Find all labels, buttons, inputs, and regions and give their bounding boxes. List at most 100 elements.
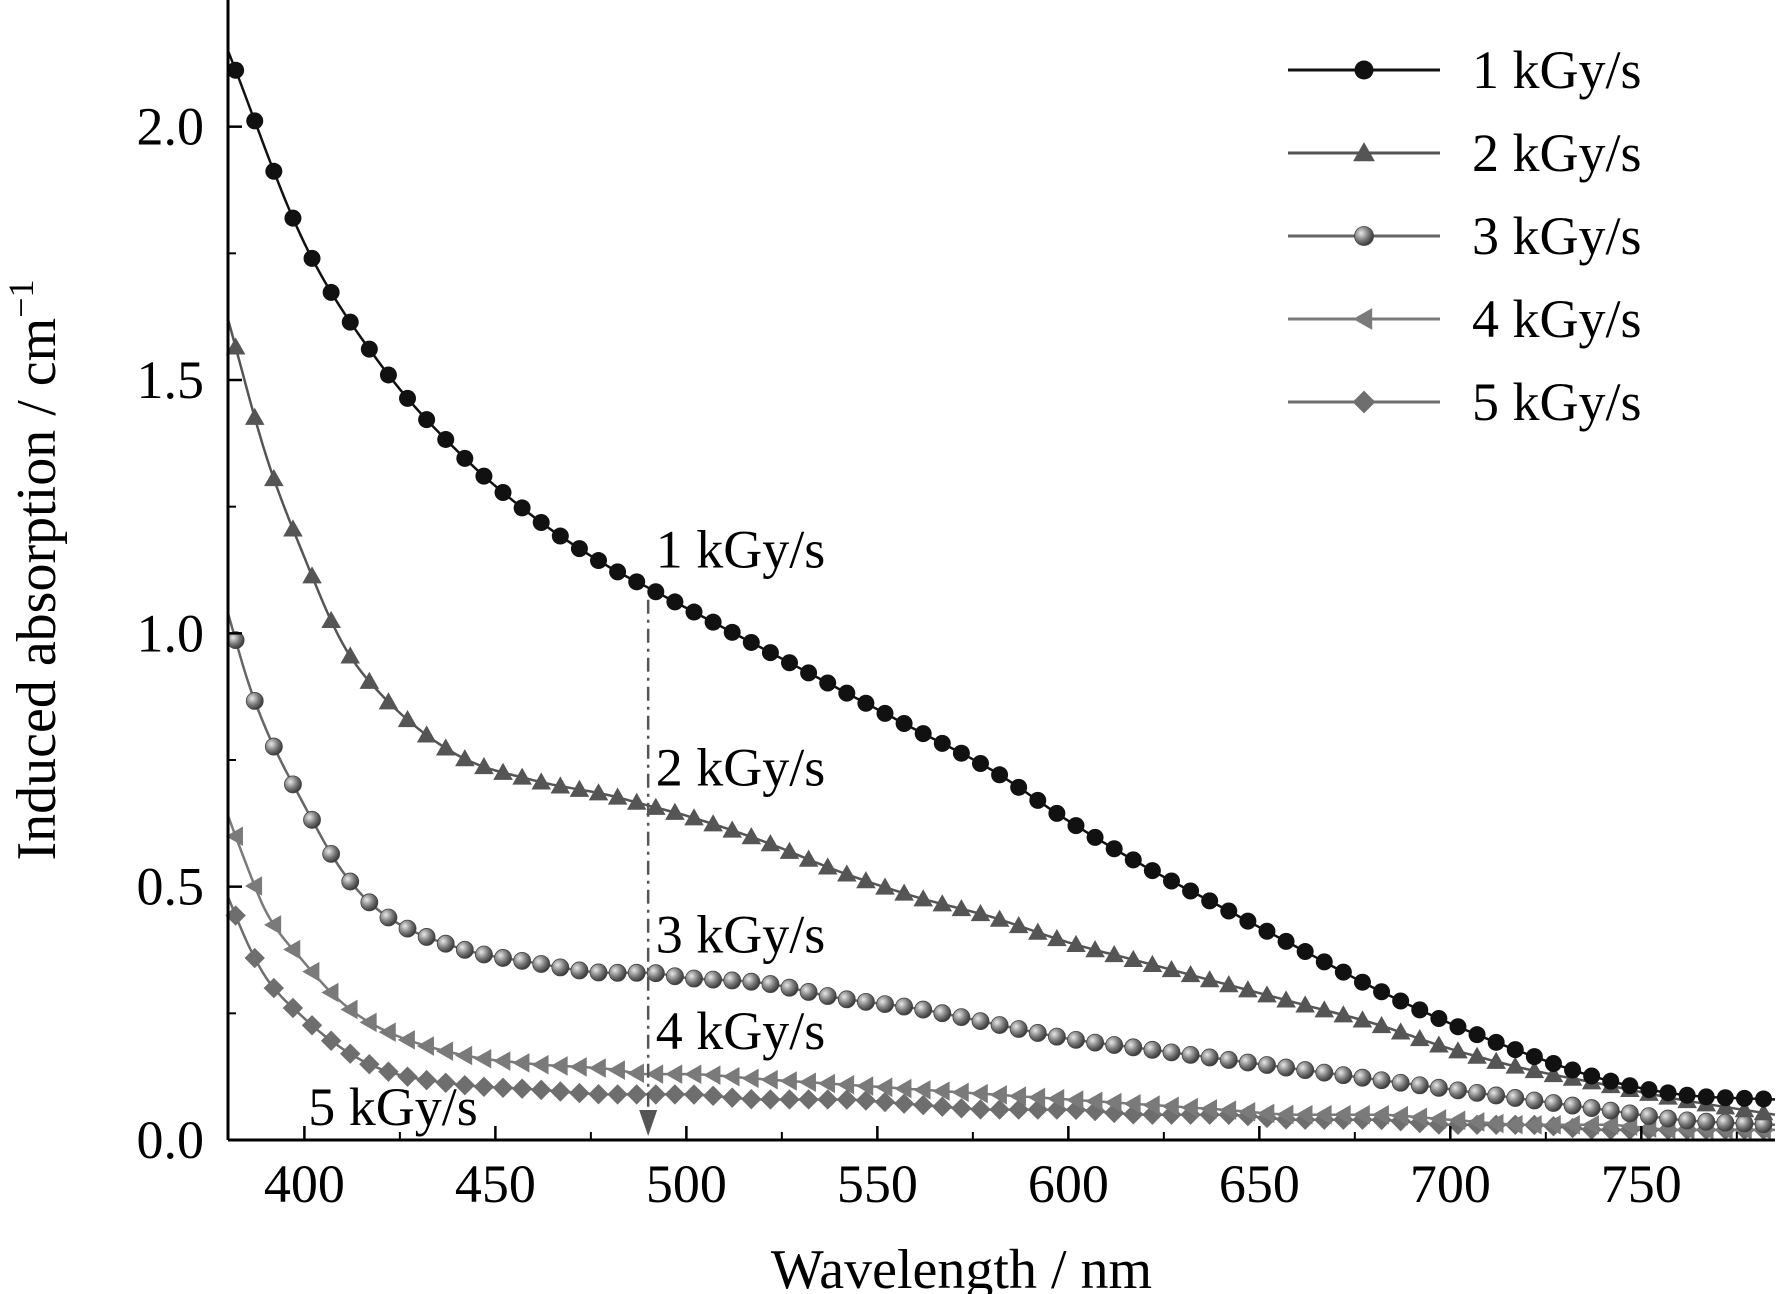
data-point (1085, 1091, 1103, 1112)
data-point (914, 725, 932, 743)
data-point (417, 928, 436, 946)
data-point (1104, 945, 1124, 963)
data-point (1008, 915, 1029, 934)
data-point (742, 633, 760, 651)
data-point (1467, 1112, 1485, 1132)
data-point (399, 389, 417, 407)
data-point (1258, 922, 1276, 940)
data-point (1161, 1096, 1179, 1117)
data-point (952, 744, 970, 762)
data-point (569, 1082, 590, 1104)
data-point (513, 951, 532, 970)
series-line (226, 612, 1776, 1127)
data-point (913, 889, 933, 907)
data-point (1659, 1084, 1677, 1102)
data-point (819, 674, 837, 692)
data-point (609, 563, 627, 581)
data-point (722, 1087, 743, 1108)
data-point (1048, 804, 1066, 822)
x-tick-label: 400 (264, 1154, 345, 1214)
data-point (474, 1048, 492, 1069)
data-point (856, 992, 875, 1011)
annotation-layer: 1 kGy/s 2 kGy/s 3 kGy/s 4 kGy/s 5 kGy/s (308, 519, 825, 1136)
data-point (1505, 1056, 1526, 1074)
data-point (1295, 1104, 1313, 1125)
y-tick-label: 1.5 (137, 350, 205, 410)
data-point (1505, 1114, 1523, 1135)
data-point (1067, 1030, 1085, 1049)
data-point (1409, 1107, 1428, 1127)
data-point (1066, 1090, 1084, 1110)
data-point (1028, 922, 1048, 940)
data-point (454, 1074, 476, 1096)
data-point (1219, 975, 1239, 993)
data-point (932, 894, 953, 912)
data-point (951, 1098, 972, 1119)
data-point (359, 1054, 380, 1075)
data-point (722, 1066, 740, 1087)
data-point (475, 945, 493, 964)
x-tick-label: 450 (455, 1154, 536, 1214)
data-point (837, 990, 856, 1009)
data-point (1143, 1040, 1162, 1059)
data-point (1468, 1026, 1486, 1044)
data-point (647, 583, 665, 601)
data-point (244, 947, 265, 969)
data-point (225, 826, 243, 847)
data-point (359, 1012, 377, 1033)
legend-item-2: 2 kGy/s (1288, 123, 1642, 183)
data-point (1277, 1058, 1295, 1077)
data-point (494, 949, 512, 967)
data-point (893, 1093, 915, 1114)
data-point (702, 1085, 724, 1107)
data-point (1238, 1102, 1256, 1122)
data-point (761, 975, 780, 993)
series-annotation-2: 2 kGy/s (656, 737, 826, 797)
data-point (1296, 943, 1314, 961)
data-point (473, 1076, 495, 1097)
data-point (1429, 1078, 1448, 1097)
data-point (1601, 1101, 1620, 1120)
data-point (1753, 1103, 1774, 1121)
data-point (1392, 992, 1410, 1010)
data-point (703, 1065, 721, 1085)
data-point (894, 883, 914, 901)
data-point (265, 162, 283, 180)
data-point (492, 1077, 514, 1098)
data-point (838, 684, 856, 702)
data-point (1315, 953, 1333, 971)
series-1 (226, 50, 1776, 1108)
data-point (321, 982, 339, 1003)
data-point (1219, 1051, 1238, 1069)
data-point (301, 1015, 323, 1036)
data-point (1659, 1109, 1677, 1128)
data-point (589, 963, 608, 982)
legend-marker (1353, 308, 1373, 330)
data-point (876, 704, 894, 722)
data-point (1678, 1086, 1696, 1104)
data-point (1142, 1095, 1160, 1115)
series-layer (225, 50, 1776, 1141)
data-point (1047, 1088, 1065, 1109)
data-point (742, 972, 761, 991)
data-point (628, 573, 646, 591)
data-point (1181, 1045, 1200, 1064)
data-point (397, 1066, 418, 1087)
data-point (684, 808, 704, 826)
y-tick-label: 0.0 (137, 1110, 205, 1170)
data-point (1334, 1066, 1353, 1085)
data-point (989, 1085, 1007, 1105)
data-point (608, 963, 627, 982)
data-point (550, 1056, 568, 1076)
x-tick-label: 750 (1601, 1154, 1682, 1214)
data-point (646, 964, 665, 983)
data-point (1448, 1041, 1468, 1059)
data-point (875, 1077, 893, 1098)
legend-item-5: 5 kGy/s (1288, 372, 1642, 432)
data-point (1333, 1005, 1354, 1023)
data-point (760, 1089, 781, 1110)
data-point (1333, 1104, 1351, 1125)
data-point (800, 664, 818, 682)
data-point (1220, 902, 1238, 920)
data-point (1697, 1088, 1715, 1106)
